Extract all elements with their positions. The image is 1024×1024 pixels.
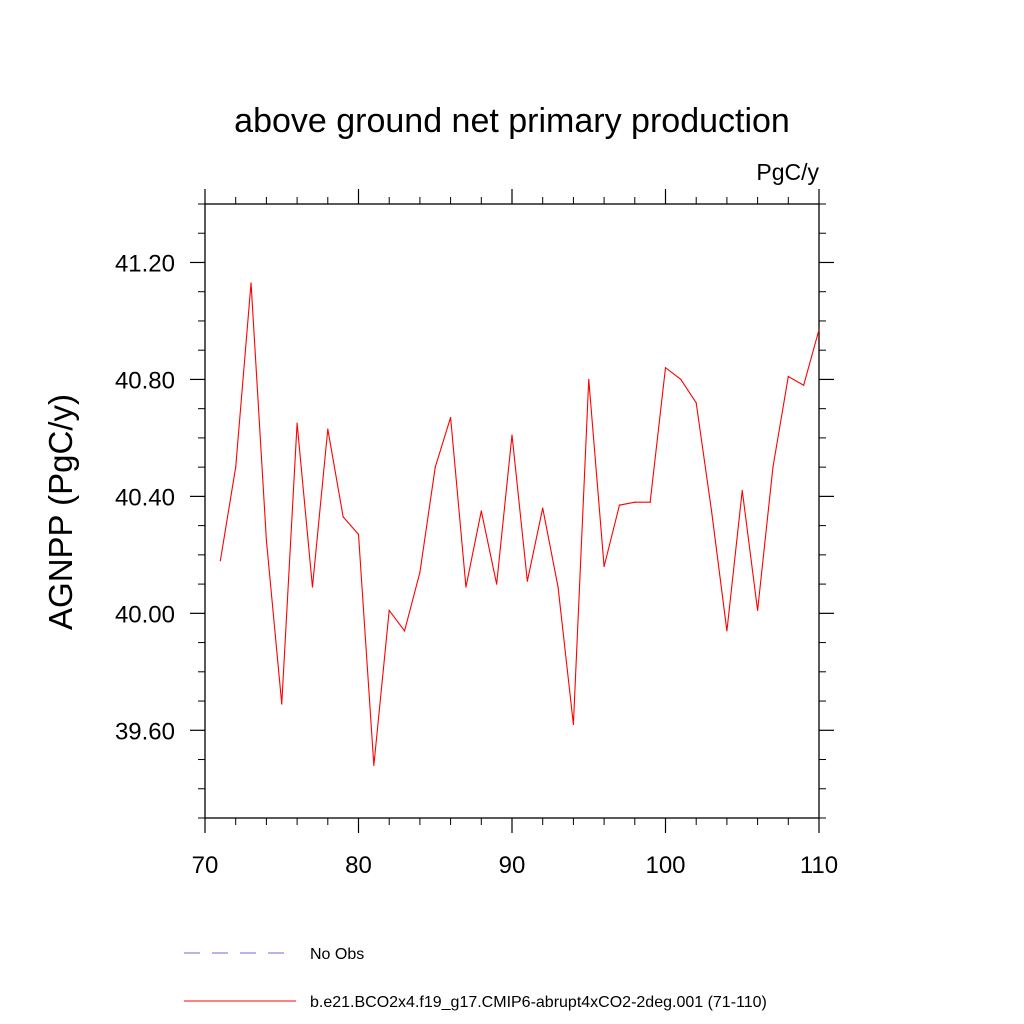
series-point	[434, 466, 436, 468]
series-point	[818, 329, 820, 331]
x-tick-label: 80	[345, 852, 372, 879]
legend-label: No Obs	[310, 946, 364, 963]
x-axis: 70 80 90 100 110	[192, 189, 838, 879]
y-tick-label: 40.40	[115, 484, 175, 511]
legend: No Obs b.e21.BCO2x4.f19_g17.CMIP6-abrupt4…	[184, 946, 767, 1011]
series-point	[419, 571, 421, 574]
y-axis: 39.60 40.00 40.40 40.80 41.20	[115, 203, 834, 819]
series-point	[803, 384, 805, 386]
series-line	[219, 282, 820, 766]
series-point	[772, 466, 774, 468]
series-point	[511, 434, 513, 436]
x-tick-label: 70	[192, 852, 219, 879]
series-point	[634, 501, 636, 503]
x-tick-label: 90	[499, 852, 526, 879]
series-point	[588, 378, 590, 381]
series-point	[373, 764, 375, 766]
series-point	[603, 565, 605, 568]
x-tick-label: 100	[645, 852, 685, 879]
series-point	[250, 282, 252, 284]
series-point	[327, 428, 329, 430]
y-axis-label: AGNPP (PgC/y)	[42, 394, 79, 630]
series-point	[710, 510, 713, 512]
series-point	[557, 586, 559, 588]
y-tick-label: 40.80	[115, 367, 175, 394]
series-point	[281, 703, 283, 705]
series-point	[542, 507, 544, 509]
series-point	[526, 580, 528, 582]
series-point	[403, 630, 406, 632]
series-point	[311, 586, 314, 588]
series-point	[235, 466, 237, 468]
units-label: PgC/y	[756, 159, 819, 185]
series-point	[265, 539, 267, 541]
series-point	[572, 723, 575, 726]
series-point	[342, 516, 344, 518]
series-point	[741, 489, 743, 492]
series-point	[296, 422, 298, 424]
series-point	[649, 501, 651, 503]
y-tick-label: 41.20	[115, 250, 175, 277]
series-point	[496, 583, 498, 585]
series-point	[357, 533, 360, 535]
series-point	[618, 504, 621, 506]
plot-frame	[204, 203, 820, 819]
legend-label: b.e21.BCO2x4.f19_g17.CMIP6-abrupt4xCO2-2…	[310, 994, 767, 1011]
series-point	[465, 586, 467, 588]
series-group	[219, 282, 820, 766]
series-point	[680, 378, 682, 381]
series-point	[787, 375, 789, 378]
series-point	[664, 367, 667, 369]
series-point	[757, 609, 759, 612]
series-point	[450, 416, 452, 419]
series-point	[726, 630, 728, 632]
y-tick-label: 39.60	[115, 718, 175, 745]
series-point	[480, 510, 482, 512]
y-tick-label: 40.00	[115, 601, 175, 628]
series-point	[219, 560, 221, 562]
chart-title: above ground net primary production	[234, 102, 790, 140]
x-tick-label: 110	[800, 852, 838, 879]
series-point	[695, 402, 697, 404]
series-point	[388, 609, 390, 612]
